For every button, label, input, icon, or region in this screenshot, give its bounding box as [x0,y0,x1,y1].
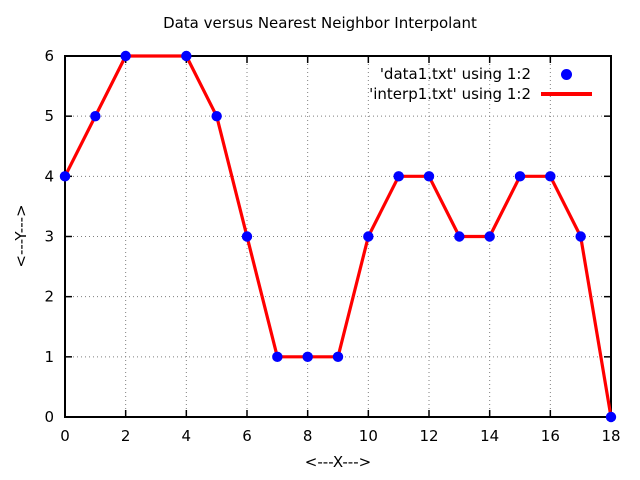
data-point [241,231,253,242]
y-tick-label: 2 [44,288,54,306]
data-point [363,231,374,242]
chart-title: Data versus Nearest Neighbor Interpolant [163,14,477,32]
data-point [484,231,495,242]
y-tick-label: 5 [44,107,54,125]
data-point [423,171,435,182]
y-axis-label: <---Y---> [12,204,30,268]
x-axis-label: <---X---> [304,453,372,471]
y-tick-label: 3 [44,228,54,246]
data-point [302,351,313,363]
x-tick-label: 8 [303,427,313,445]
legend-entry-data1: 'data1.txt' using 1:2 [369,64,592,84]
x-tick-label: 0 [60,427,70,445]
data-point [59,171,71,182]
data-point [575,231,586,242]
data-point [120,50,131,62]
x-tick-label: 18 [601,427,620,445]
y-tick-label: 4 [44,167,54,185]
legend-key-interp1 [541,92,592,96]
x-tick-label: 16 [541,427,560,445]
data-point [605,411,617,423]
legend-label-data1: 'data1.txt' using 1:2 [379,65,531,83]
x-tick-label: 4 [182,427,192,445]
data-point [545,171,556,182]
x-tick-label: 10 [359,427,378,445]
data-point [272,351,283,363]
x-tick-label: 6 [242,427,252,445]
y-tick-label: 6 [44,47,54,65]
data-point [393,171,404,182]
x-tick-label: 12 [419,427,438,445]
x-tick-label: 14 [480,427,499,445]
scatter-marker-icon [561,68,572,80]
data-point [454,231,465,242]
line-sample-icon [541,92,592,96]
legend-entry-interp1: 'interp1.txt' using 1:2 [369,84,592,104]
y-tick-label: 1 [44,348,54,366]
data-point [90,110,101,122]
data-point [514,171,526,182]
y-tick-label: 0 [44,408,54,426]
legend-key-data1 [541,68,592,80]
data-point [211,110,222,122]
data-point [332,351,344,363]
x-tick-label: 2 [121,427,131,445]
legend: 'data1.txt' using 1:2 'interp1.txt' usin… [369,64,592,104]
legend-label-interp1: 'interp1.txt' using 1:2 [369,85,531,103]
data-point [181,50,192,62]
